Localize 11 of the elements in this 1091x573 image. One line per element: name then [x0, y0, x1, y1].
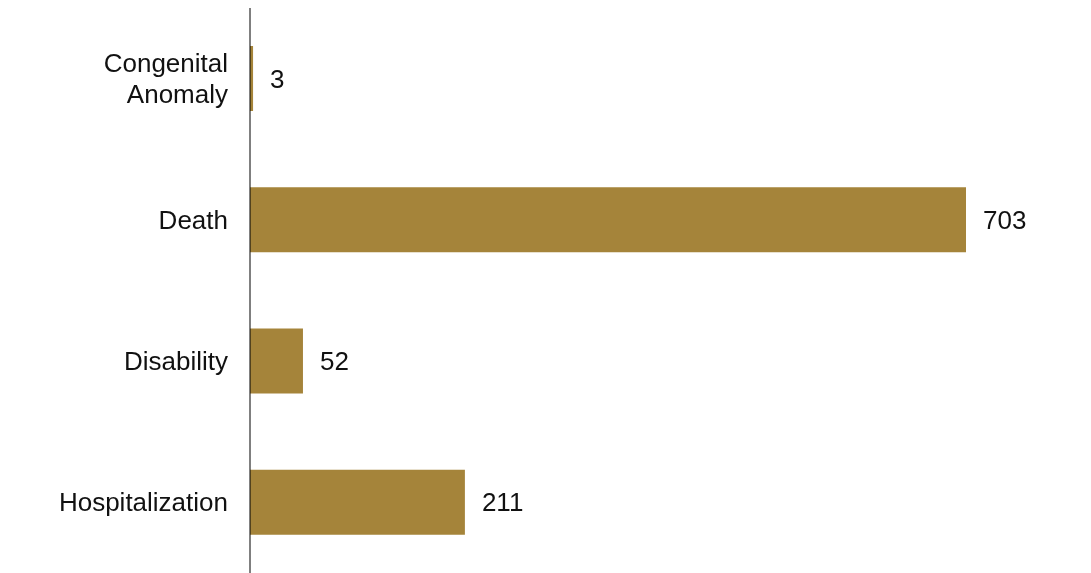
y-tick-label: Death [158, 204, 228, 235]
data-label: 211 [481, 487, 524, 518]
bar [250, 187, 966, 253]
data-label: 52 [319, 346, 349, 377]
y-tick-label: Congenital Anomaly [103, 48, 228, 110]
y-tick-label: Hospitalization [58, 487, 228, 518]
data-label: 3 [270, 63, 285, 94]
data-label: 703 [983, 204, 1027, 235]
bar [250, 328, 303, 394]
bar [250, 469, 465, 535]
y-tick-label: Disability [123, 346, 228, 377]
